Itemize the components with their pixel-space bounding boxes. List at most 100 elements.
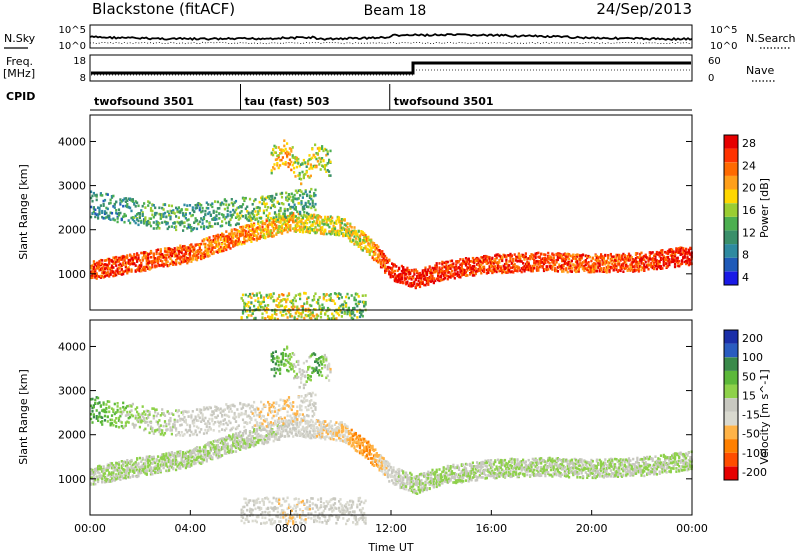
echo-cell <box>143 219 146 223</box>
echo-cell <box>216 456 219 460</box>
echo-cell <box>391 275 394 278</box>
echo-cell <box>361 230 364 234</box>
echo-cell <box>148 463 151 467</box>
echo-cell <box>99 465 102 469</box>
echo-cell <box>685 262 688 266</box>
echo-cell <box>243 235 246 239</box>
echo-cell <box>498 254 501 258</box>
echo-cell <box>144 458 147 462</box>
echo-cell <box>544 253 547 257</box>
echo-cell <box>311 147 314 151</box>
echo-cell <box>225 203 228 206</box>
echo-cell <box>627 267 631 271</box>
echo-cell <box>141 465 144 468</box>
echo-cell <box>223 445 226 449</box>
echo-cell <box>182 229 185 232</box>
echo-cell <box>464 257 468 260</box>
echo-cell <box>159 248 162 251</box>
echo-cell <box>221 454 224 457</box>
echo-cell <box>297 311 300 315</box>
echo-cell <box>542 260 546 263</box>
echo-cell <box>250 222 253 226</box>
echo-cell <box>138 269 141 273</box>
echo-cell <box>271 221 274 224</box>
echo-cell <box>170 204 173 208</box>
echo-cell <box>664 250 667 254</box>
echo-cell <box>149 467 153 471</box>
echo-cell <box>202 251 206 254</box>
echo-cell <box>262 307 265 310</box>
echo-cell <box>172 222 175 225</box>
echo-cell <box>331 299 334 302</box>
echo-cell <box>267 230 270 234</box>
echo-cell <box>290 216 293 219</box>
echo-cell <box>163 263 167 266</box>
echo-cell <box>381 255 384 258</box>
echo-cell <box>141 456 144 460</box>
echo-cell <box>363 236 366 239</box>
echo-cell <box>421 280 424 284</box>
echo-cell <box>159 250 162 253</box>
echo-cell <box>110 195 114 198</box>
echo-cell <box>205 454 208 458</box>
echo-cell <box>570 255 573 258</box>
echo-cell <box>634 257 638 260</box>
echo-cell <box>673 259 677 262</box>
echo-cell <box>184 208 187 211</box>
echo-cell <box>232 243 235 247</box>
echo-cell <box>155 227 158 230</box>
echo-cell <box>339 227 342 230</box>
echo-cell <box>264 221 267 225</box>
echo-cell <box>265 228 268 232</box>
echo-cell <box>317 223 320 227</box>
echo-cell <box>576 264 579 268</box>
echo-cell <box>179 244 182 248</box>
echo-cell <box>513 253 516 256</box>
echo-cell <box>294 225 297 228</box>
echo-cell <box>301 216 304 219</box>
echo-cell <box>105 266 108 270</box>
echo-cell <box>230 198 233 201</box>
echo-cell <box>253 199 256 203</box>
echo-cell <box>384 266 387 270</box>
echo-cell <box>221 224 224 228</box>
echo-cell <box>285 226 288 229</box>
echo-cell <box>229 237 232 241</box>
echo-cell <box>653 254 656 258</box>
echo-cell <box>294 157 297 161</box>
echo-cell <box>509 252 512 256</box>
echo-cell <box>484 260 487 263</box>
echo-cell <box>325 148 328 152</box>
echo-cell <box>99 474 102 477</box>
echo-cell <box>229 210 232 214</box>
echo-cell <box>574 260 578 264</box>
echo-cell <box>244 216 247 220</box>
echo-cell <box>445 264 448 268</box>
echo-cell <box>658 262 661 265</box>
echo-cell <box>361 232 364 236</box>
y-tick-label: 4000 <box>58 135 86 148</box>
echo-cell <box>138 264 141 267</box>
echo-cell <box>481 266 484 269</box>
echo-cell <box>282 314 285 317</box>
echo-cell <box>106 274 109 277</box>
echo-cell <box>622 270 625 273</box>
echo-cell <box>619 265 622 268</box>
echo-cell <box>367 239 370 242</box>
echo-cell <box>491 271 494 275</box>
echo-cell <box>240 230 243 234</box>
echo-cell <box>611 266 614 270</box>
echo-cell <box>202 217 206 221</box>
echo-cell <box>120 475 123 478</box>
echo-cell <box>138 213 141 217</box>
echo-cell <box>510 262 513 265</box>
echo-cell <box>209 244 212 247</box>
echo-cell <box>309 174 312 178</box>
echo-cell <box>449 272 452 275</box>
echo-cell <box>108 267 111 271</box>
echo-cell <box>307 162 310 166</box>
echo-cell <box>194 243 197 247</box>
echo-cell <box>134 205 137 208</box>
echo-cell <box>396 274 399 277</box>
echo-cell <box>659 251 663 255</box>
